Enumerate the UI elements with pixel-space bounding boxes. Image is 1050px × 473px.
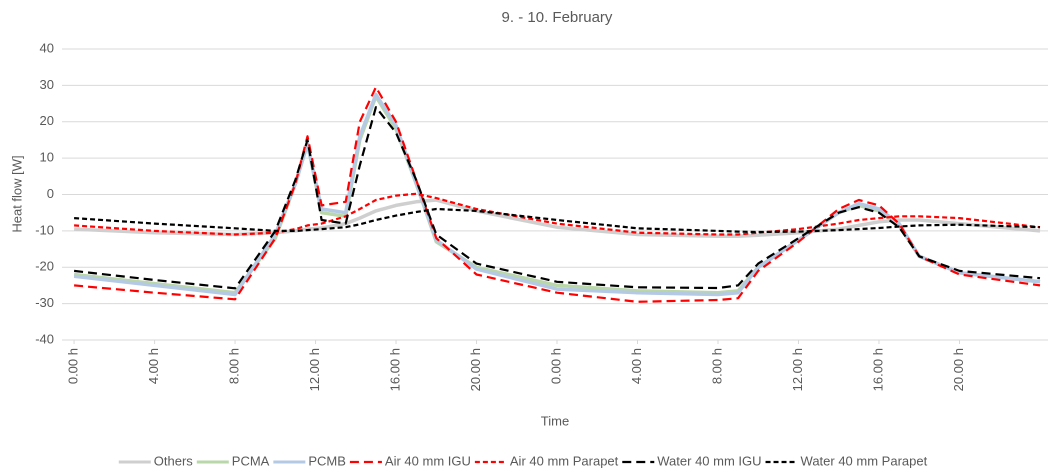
x-axis-label: Time bbox=[541, 413, 569, 428]
chart-title: 9. - 10. February bbox=[502, 9, 613, 26]
y-tick-label: 30 bbox=[40, 77, 54, 92]
legend-label: Others bbox=[154, 453, 194, 468]
x-tick-label: 4.00 h bbox=[629, 348, 644, 384]
x-tick-label: 20.00 h bbox=[951, 348, 966, 391]
legend-label: Water 40 mm IGU bbox=[657, 453, 761, 468]
series-line bbox=[74, 192, 1041, 236]
x-tick-label: 20.00 h bbox=[468, 348, 483, 391]
y-tick-label: 0 bbox=[47, 186, 54, 201]
x-tick-label: 16.00 h bbox=[387, 348, 402, 391]
legend: Others PCMA PCMB Air 40 mm IGU Air 40 mm Par… bbox=[118, 453, 928, 468]
legend-label: PCMB bbox=[308, 453, 346, 468]
x-tick-label: 12.00 h bbox=[307, 348, 322, 391]
y-tick-label: 10 bbox=[40, 150, 54, 165]
y-tick-label: -10 bbox=[35, 222, 54, 237]
legend-label: Air 40 mm Parapet bbox=[510, 453, 619, 468]
y-axis-label: Heat flow [W] bbox=[9, 155, 24, 232]
y-tick-label: 20 bbox=[40, 113, 54, 128]
x-tick-label: 0.00 h bbox=[548, 348, 563, 384]
x-tick-label: 16.00 h bbox=[870, 348, 885, 391]
x-tick-label: 0.00 h bbox=[66, 348, 81, 384]
x-tick-label: 8.00 h bbox=[709, 348, 724, 384]
legend-label: Air 40 mm IGU bbox=[385, 453, 471, 468]
y-tick-label: -20 bbox=[35, 259, 54, 274]
x-tick-label: 8.00 h bbox=[226, 348, 241, 384]
legend-label: Water 40 mm Parapet bbox=[801, 453, 928, 468]
y-tick-label: -40 bbox=[35, 331, 54, 346]
x-tick-label: 4.00 h bbox=[146, 348, 161, 384]
legend-label: PCMA bbox=[232, 453, 270, 468]
y-tick-label: 40 bbox=[40, 40, 54, 55]
x-tick-label: 12.00 h bbox=[790, 348, 805, 391]
series-line bbox=[74, 207, 1041, 234]
y-tick-label: -30 bbox=[35, 295, 54, 310]
series-line bbox=[73, 106, 1041, 290]
